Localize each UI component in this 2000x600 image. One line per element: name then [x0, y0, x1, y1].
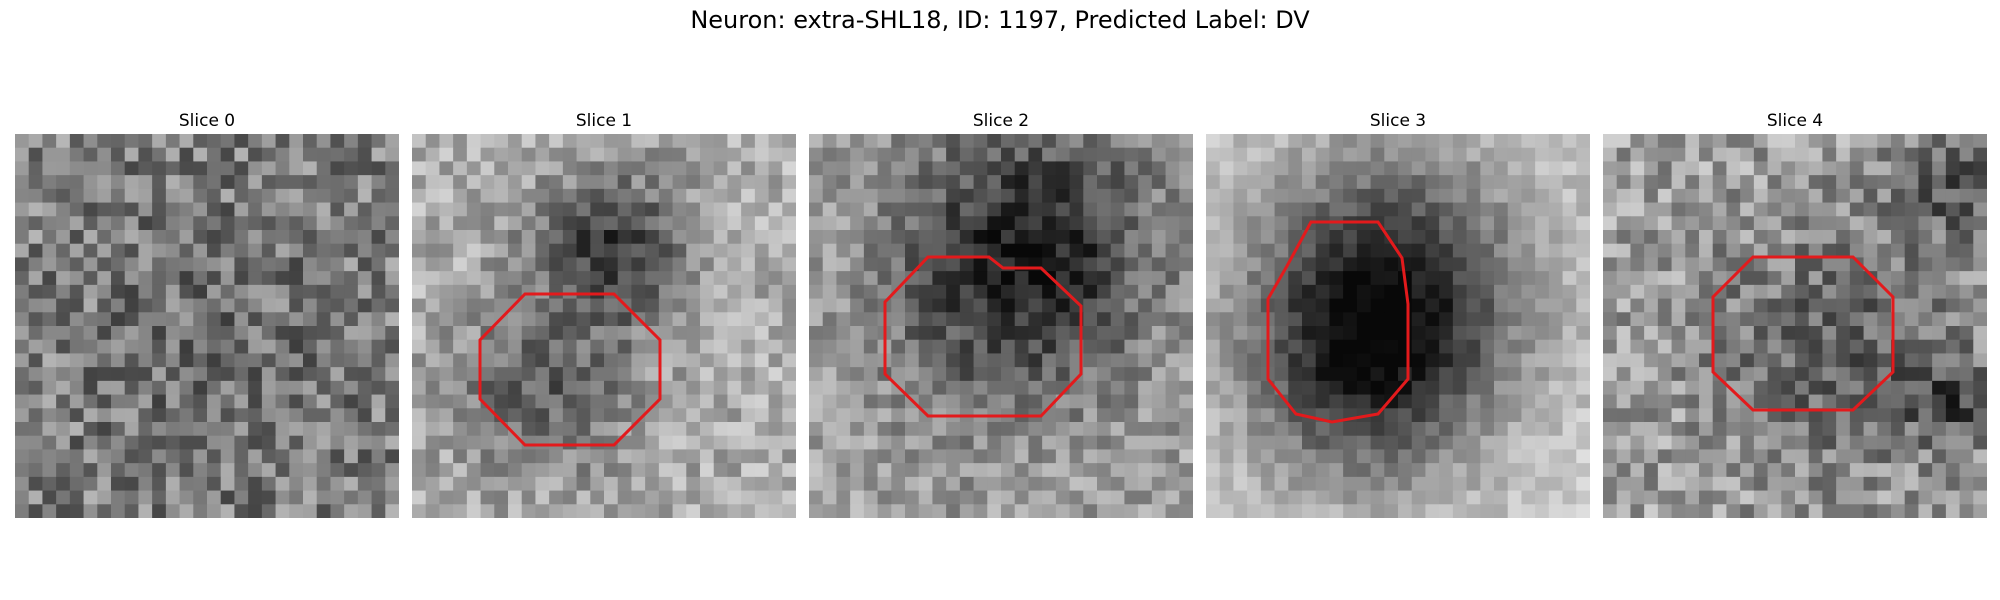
slice-title: Slice 1 — [575, 111, 633, 131]
slice-panel-0: Slice 0 — [15, 108, 399, 518]
slice-image-1 — [412, 134, 796, 518]
roi-contour — [883, 255, 1083, 418]
slice-panel-3: Slice 3 — [1206, 108, 1590, 518]
roi-contour — [1711, 255, 1895, 412]
slice-title: Slice 3 — [1369, 111, 1427, 131]
slice-image-3 — [1206, 134, 1590, 518]
slice-title: Slice 0 — [178, 111, 236, 131]
slice-image-4 — [1603, 134, 1987, 518]
slice-panel-2: Slice 2 — [809, 108, 1193, 518]
slice-image-0 — [15, 134, 399, 518]
slice-panel-4: Slice 4 — [1603, 108, 1987, 518]
slice-title: Slice 4 — [1766, 111, 1824, 131]
slice-panel-1: Slice 1 — [412, 108, 796, 518]
figure-title: Neuron: extra-SHL18, ID: 1197, Predicted… — [690, 6, 1310, 34]
slice-title: Slice 2 — [972, 111, 1030, 131]
roi-contour — [1266, 220, 1410, 424]
roi-contour — [478, 292, 662, 447]
slice-image-2 — [809, 134, 1193, 518]
